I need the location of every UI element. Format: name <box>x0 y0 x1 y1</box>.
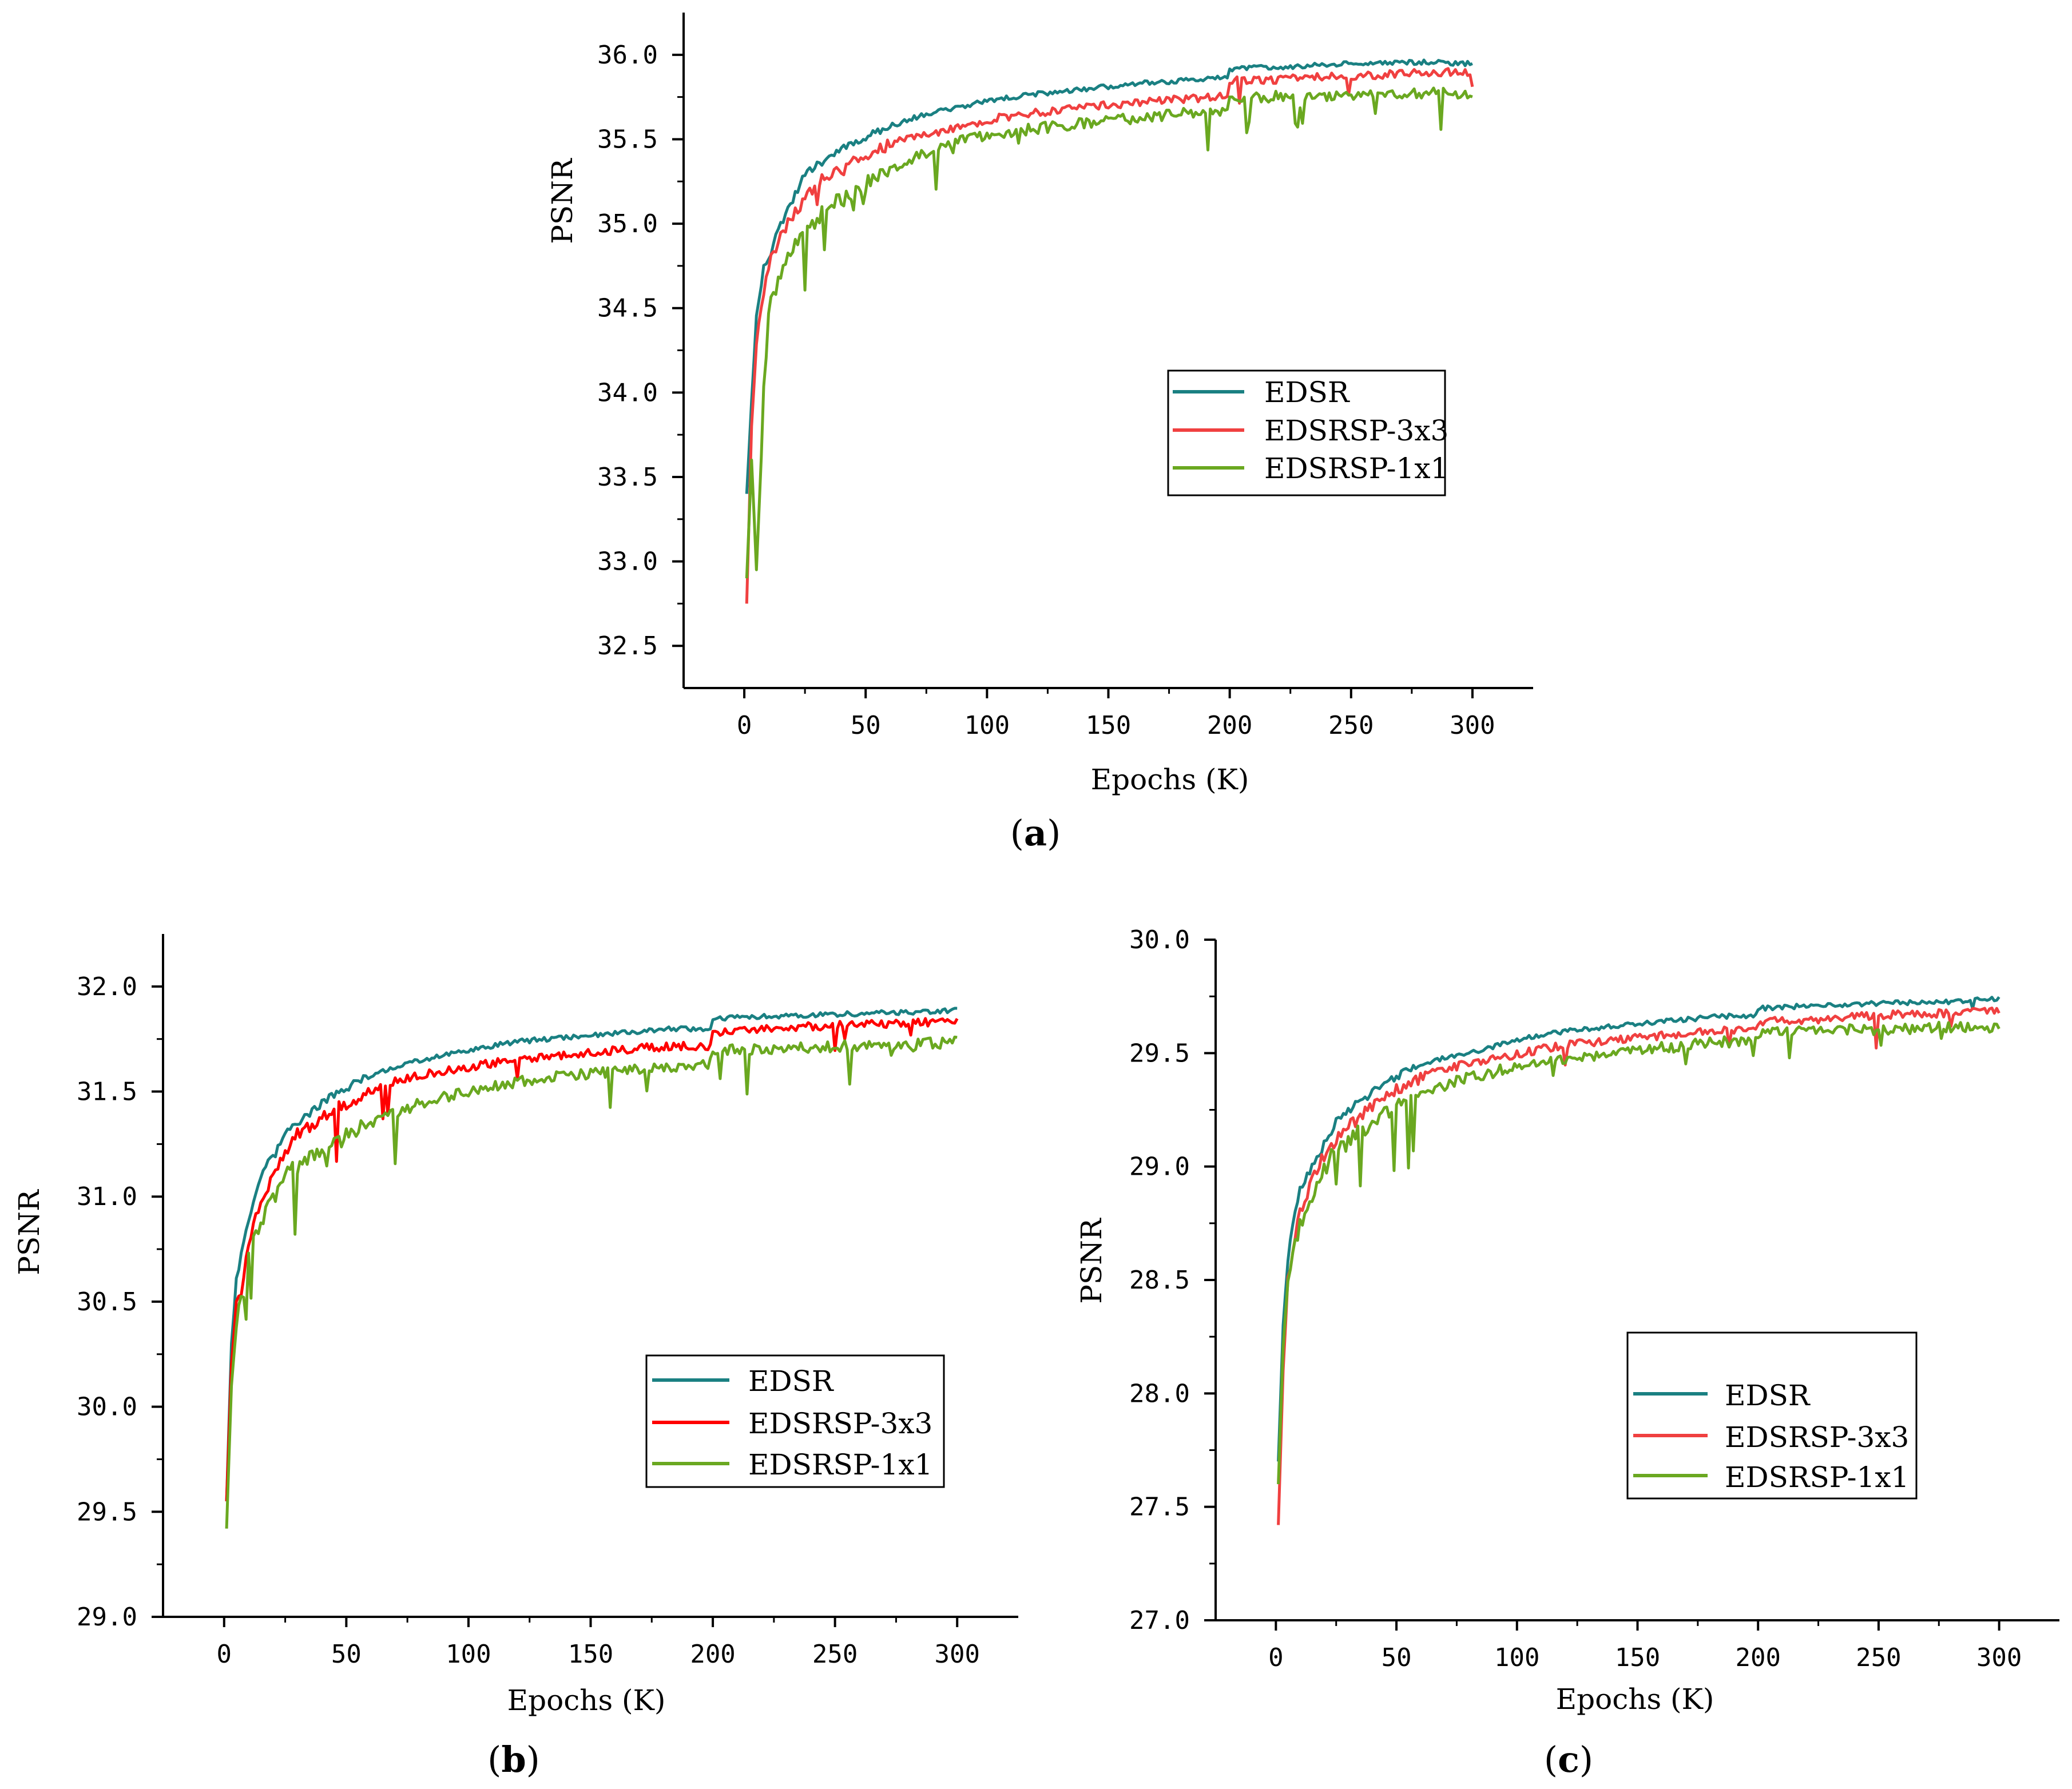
series-line-edsrsp-3x3 <box>745 67 1474 604</box>
ticks-b: 29.0 29.5 30.0 30.5 31.0 31.5 32.0 0 50 100 150 200… <box>77 972 980 1669</box>
y-tick-label: 32.5 <box>597 631 658 661</box>
series-a <box>745 58 1474 604</box>
y-axis-title: PSNR <box>1075 1218 1108 1304</box>
series-line-edsr <box>1277 996 2000 1462</box>
y-tick-label: 34.5 <box>597 294 658 323</box>
legend-label-edsrsp-3x3: EDSRSP-3x3 <box>748 1407 932 1440</box>
ticks-c: 27.0 27.5 28.0 28.5 29.0 29.5 30.0 0 50 100 150 200… <box>1129 925 2022 1672</box>
y-tick-label: 27.0 <box>1129 1606 1190 1635</box>
ticks-a: 32.5 33.0 33.5 34.0 34.5 35.0 35.5 36.0 0 50 100 15… <box>597 41 1495 740</box>
legend-a: EDSR EDSRSP-3x3 EDSRSP-1x1 <box>1167 369 1448 496</box>
x-tick-label: 250 <box>1328 711 1374 740</box>
legend-label-edsrsp-3x3: EDSRSP-3x3 <box>1725 1421 1909 1454</box>
x-tick-label: 100 <box>446 1640 491 1669</box>
x-tick-label: 200 <box>1207 711 1252 740</box>
y-tick-label: 28.5 <box>1129 1266 1190 1295</box>
legend-label-edsr: EDSR <box>1725 1379 1811 1412</box>
panel-label-b: (b) <box>487 1739 540 1780</box>
x-tick-label: 50 <box>851 711 881 740</box>
x-tick-label: 0 <box>737 711 752 740</box>
y-tick-label: 36.0 <box>597 41 658 70</box>
x-tick-label: 200 <box>690 1640 735 1669</box>
chart-panel-c: 27.0 27.5 28.0 28.5 29.0 29.5 30.0 0 50 100 150 200… <box>1075 925 2059 1780</box>
x-tick-label: 150 <box>1615 1643 1660 1672</box>
x-tick-label: 250 <box>812 1640 858 1669</box>
y-axis-title: PSNR <box>13 1189 46 1275</box>
series-line-edsrsp-3x3 <box>1277 1006 2000 1525</box>
legend-label-edsrsp-1x1: EDSRSP-1x1 <box>748 1448 932 1481</box>
y-axis-title: PSNR <box>546 158 579 244</box>
y-tick-label: 35.5 <box>597 125 658 154</box>
x-tick-label: 300 <box>1450 711 1495 740</box>
y-tick-label: 31.5 <box>77 1078 137 1107</box>
legend-label-edsrsp-3x3: EDSRSP-3x3 <box>1264 414 1448 447</box>
series-line-edsr <box>225 1007 958 1501</box>
panel-label-c: (c) <box>1544 1739 1593 1780</box>
y-tick-label: 33.0 <box>597 547 658 577</box>
legend-b: EDSR EDSRSP-3x3 EDSRSP-1x1 <box>645 1354 945 1488</box>
x-axis-title: Epochs (K) <box>1556 1683 1714 1716</box>
legend-label-edsrsp-1x1: EDSRSP-1x1 <box>1264 452 1448 485</box>
y-tick-label: 30.0 <box>1129 925 1190 955</box>
chart-panel-b: 29.0 29.5 30.0 30.5 31.0 31.5 32.0 0 50 100 150 200… <box>13 934 1018 1780</box>
x-tick-label: 100 <box>1494 1643 1539 1672</box>
x-tick-label: 300 <box>934 1640 979 1669</box>
y-tick-label: 29.0 <box>77 1603 137 1632</box>
x-axis-title: Epochs (K) <box>507 1684 666 1717</box>
chart-panel-a: 32.5 33.0 33.5 34.0 34.5 35.0 35.5 36.0 0 50 100 15… <box>546 13 1533 854</box>
series-c <box>1277 996 2000 1525</box>
y-tick-label: 35.0 <box>597 209 658 238</box>
y-tick-label: 34.0 <box>597 378 658 407</box>
legend-label-edsr: EDSR <box>1264 376 1350 409</box>
y-tick-label: 29.0 <box>1129 1152 1190 1182</box>
y-tick-label: 33.5 <box>597 463 658 492</box>
x-tick-label: 250 <box>1856 1643 1901 1672</box>
y-tick-label: 30.5 <box>77 1287 137 1317</box>
x-tick-label: 0 <box>1268 1643 1284 1672</box>
y-tick-label: 32.0 <box>77 972 137 1001</box>
x-tick-label: 150 <box>1086 711 1131 740</box>
series-line-edsrsp-1x1 <box>745 86 1473 579</box>
legend-label-edsr: EDSR <box>748 1365 834 1398</box>
series-b <box>225 1007 959 1529</box>
panel-label-a: (a) <box>1010 812 1061 854</box>
x-tick-label: 100 <box>964 711 1010 740</box>
series-line-edsrsp-1x1 <box>1277 1020 2000 1485</box>
y-tick-label: 30.0 <box>77 1393 137 1422</box>
x-tick-label: 300 <box>1976 1643 2022 1672</box>
x-tick-label: 0 <box>217 1640 232 1669</box>
legend-label-edsrsp-1x1: EDSRSP-1x1 <box>1725 1461 1909 1494</box>
legend-c: EDSR EDSRSP-3x3 EDSRSP-1x1 <box>1626 1331 1918 1500</box>
y-tick-label: 29.5 <box>1129 1039 1190 1068</box>
series-line-edsr <box>745 58 1473 494</box>
series-line-edsrsp-1x1 <box>225 1035 958 1529</box>
x-axis-title: Epochs (K) <box>1091 763 1249 796</box>
y-tick-label: 28.0 <box>1129 1379 1190 1408</box>
legend-box <box>1626 1331 1918 1500</box>
x-tick-label: 200 <box>1735 1643 1780 1672</box>
y-tick-label: 31.0 <box>77 1182 137 1211</box>
x-tick-label: 50 <box>1382 1643 1412 1672</box>
x-tick-label: 150 <box>568 1640 613 1669</box>
x-tick-label: 50 <box>331 1640 362 1669</box>
y-tick-label: 27.5 <box>1129 1493 1190 1522</box>
y-tick-label: 29.5 <box>77 1497 137 1526</box>
